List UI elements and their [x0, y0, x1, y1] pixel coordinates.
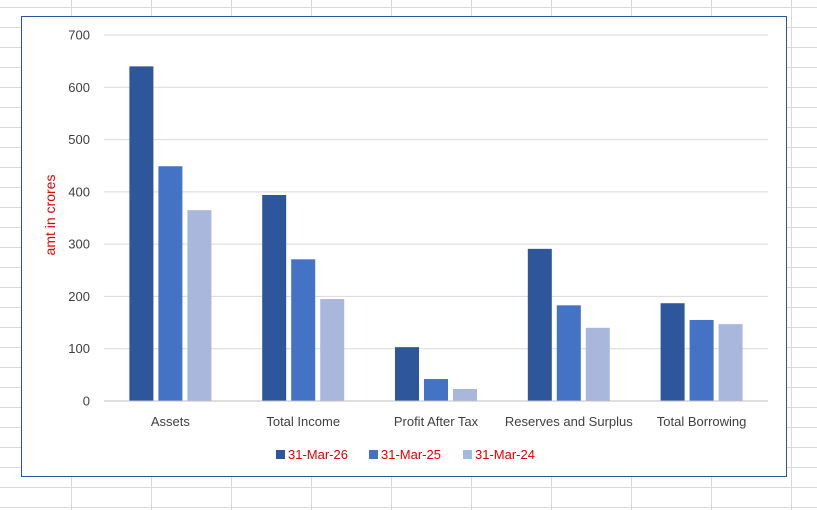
y-tick-label: 700: [68, 28, 90, 43]
legend-entry[interactable]: 31-Mar-26: [288, 447, 348, 462]
y-tick-label: 400: [68, 184, 90, 199]
y-tick-label: 100: [68, 341, 90, 356]
bar[interactable]: [424, 379, 448, 401]
bar[interactable]: [585, 327, 610, 401]
legend-entry[interactable]: 31-Mar-24: [475, 447, 535, 462]
x-category-label: Reserves and Surplus: [505, 414, 633, 429]
chart-area[interactable]: 0 100 200 300 400 500 600 700 Assets Total Incom…: [21, 16, 787, 477]
y-axis-label: amt in crores: [42, 175, 58, 256]
bar[interactable]: [395, 347, 419, 401]
x-category-label: Total Income: [266, 414, 340, 429]
bar[interactable]: [158, 166, 183, 401]
y-tick-label: 0: [83, 394, 90, 409]
bar[interactable]: [320, 299, 345, 401]
y-axis-ticks: 0 100 200 300 400 500 600 700: [68, 28, 90, 409]
bars: [129, 66, 743, 401]
bar[interactable]: [453, 388, 477, 401]
x-category-label: Profit After Tax: [394, 414, 479, 429]
bar[interactable]: [291, 259, 316, 401]
y-tick-label: 200: [68, 289, 90, 304]
bar[interactable]: [660, 303, 685, 401]
bar[interactable]: [262, 194, 287, 401]
bar[interactable]: [129, 66, 154, 401]
category-labels: Assets Total Income Profit After Tax Reserv…: [151, 414, 747, 429]
bar[interactable]: [187, 210, 212, 401]
x-category-label: Assets: [151, 414, 191, 429]
bar[interactable]: [527, 248, 552, 401]
legend-entry[interactable]: 31-Mar-25: [381, 447, 441, 462]
legend-swatch: [463, 450, 472, 459]
y-tick-label: 500: [68, 132, 90, 147]
legend-swatch: [369, 450, 378, 459]
bar[interactable]: [718, 324, 743, 401]
gridlines: [104, 34, 768, 350]
bar[interactable]: [556, 305, 581, 401]
legend[interactable]: 31-Mar-26 31-Mar-25 31-Mar-24: [276, 447, 535, 462]
legend-swatch: [276, 450, 285, 459]
x-category-label: Total Borrowing: [657, 414, 747, 429]
y-tick-label: 300: [68, 237, 90, 252]
bar[interactable]: [689, 319, 714, 401]
bar-chart: 0 100 200 300 400 500 600 700 Assets Total Incom…: [42, 28, 768, 462]
y-tick-label: 600: [68, 80, 90, 95]
